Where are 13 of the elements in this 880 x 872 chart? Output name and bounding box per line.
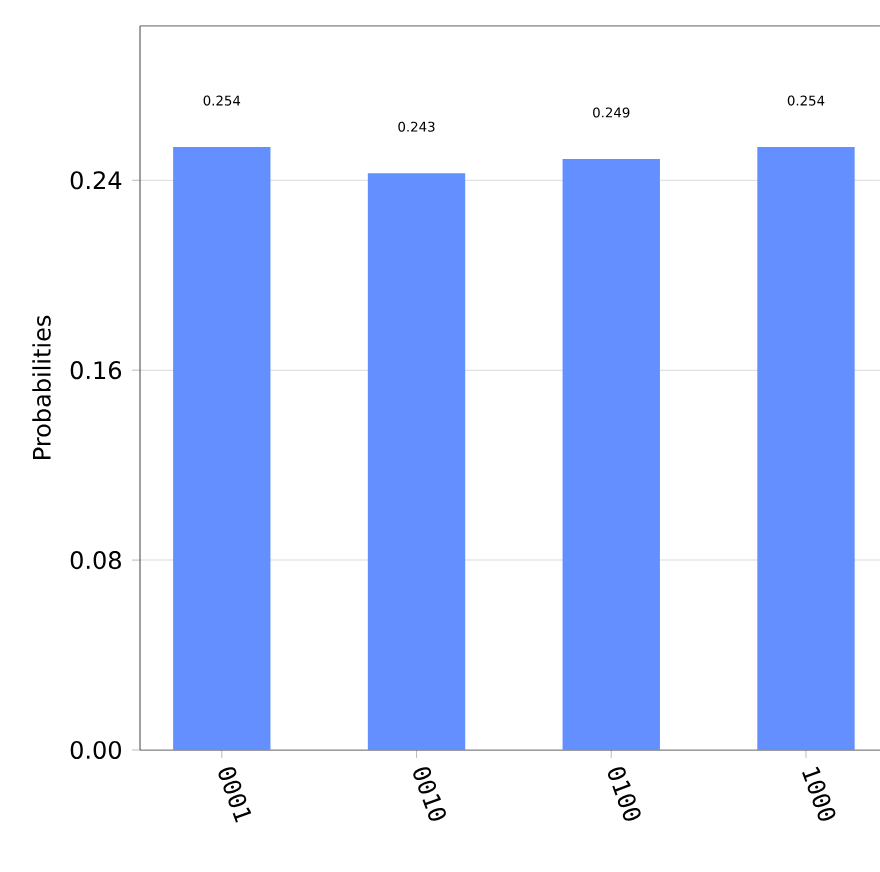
x-tick-label: 0100 [608, 767, 641, 821]
y-tick-label: 0.08 [70, 551, 121, 570]
bar [173, 147, 271, 750]
x-tick-label: 0001 [218, 767, 252, 823]
y-axis-title: Probabilities [32, 315, 51, 459]
bar [757, 147, 855, 750]
x-tick-label: 0010 [413, 767, 446, 821]
bar [367, 173, 466, 750]
y-tick-label: 0.00 [70, 740, 121, 760]
y-tick-label: 0.16 [70, 361, 122, 380]
x-tick-label: 1000 [802, 766, 836, 821]
y-tick-label: 0.24 [70, 171, 122, 190]
bar [562, 158, 660, 750]
